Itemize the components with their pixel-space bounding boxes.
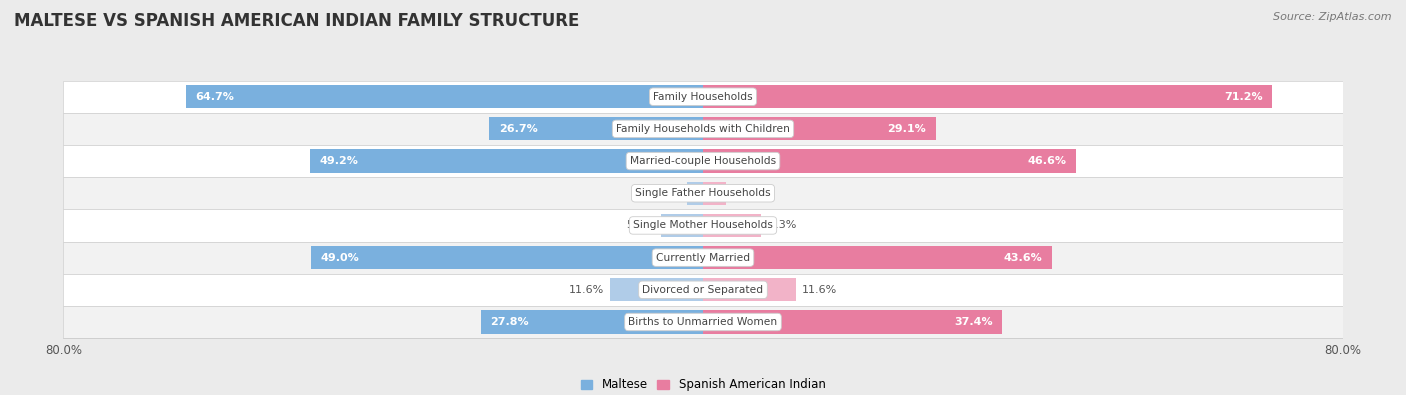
Text: 43.6%: 43.6% — [1004, 253, 1042, 263]
Text: MALTESE VS SPANISH AMERICAN INDIAN FAMILY STRUCTURE: MALTESE VS SPANISH AMERICAN INDIAN FAMIL… — [14, 12, 579, 30]
Text: Currently Married: Currently Married — [657, 253, 749, 263]
Bar — [63, 274, 1343, 306]
Bar — [703, 278, 796, 301]
Bar — [63, 177, 1343, 209]
Bar — [481, 310, 703, 334]
Bar — [63, 209, 1343, 241]
Bar — [63, 306, 1343, 338]
Text: 71.2%: 71.2% — [1225, 92, 1263, 102]
Text: Births to Unmarried Women: Births to Unmarried Women — [628, 317, 778, 327]
Bar — [489, 117, 703, 141]
Text: Divorced or Separated: Divorced or Separated — [643, 285, 763, 295]
Bar — [703, 310, 1002, 334]
Text: Married-couple Households: Married-couple Households — [630, 156, 776, 166]
Text: 11.6%: 11.6% — [568, 285, 603, 295]
Bar — [63, 81, 1343, 113]
Text: 37.4%: 37.4% — [953, 317, 993, 327]
Bar — [703, 182, 725, 205]
Text: 2.0%: 2.0% — [652, 188, 681, 198]
Text: Family Households with Children: Family Households with Children — [616, 124, 790, 134]
Bar — [63, 113, 1343, 145]
Bar — [688, 182, 703, 205]
Bar — [703, 117, 936, 141]
Bar — [186, 85, 703, 108]
Text: 29.1%: 29.1% — [887, 124, 927, 134]
Bar — [703, 214, 762, 237]
Bar — [703, 85, 1272, 108]
Bar — [703, 149, 1076, 173]
Text: 26.7%: 26.7% — [499, 124, 538, 134]
Bar — [610, 278, 703, 301]
Bar — [63, 145, 1343, 177]
Text: 5.2%: 5.2% — [627, 220, 655, 230]
Text: Family Households: Family Households — [654, 92, 752, 102]
Text: 2.9%: 2.9% — [733, 188, 761, 198]
Text: 49.2%: 49.2% — [319, 156, 359, 166]
Text: 64.7%: 64.7% — [195, 92, 233, 102]
Text: Single Father Households: Single Father Households — [636, 188, 770, 198]
Text: 46.6%: 46.6% — [1026, 156, 1066, 166]
Legend: Maltese, Spanish American Indian: Maltese, Spanish American Indian — [581, 378, 825, 391]
Text: Source: ZipAtlas.com: Source: ZipAtlas.com — [1274, 12, 1392, 22]
Bar — [311, 246, 703, 269]
Bar — [703, 246, 1052, 269]
Bar — [661, 214, 703, 237]
Text: Single Mother Households: Single Mother Households — [633, 220, 773, 230]
Text: 7.3%: 7.3% — [768, 220, 796, 230]
Bar — [63, 241, 1343, 274]
Bar — [309, 149, 703, 173]
Text: 11.6%: 11.6% — [803, 285, 838, 295]
Text: 49.0%: 49.0% — [321, 253, 360, 263]
Text: 27.8%: 27.8% — [491, 317, 529, 327]
